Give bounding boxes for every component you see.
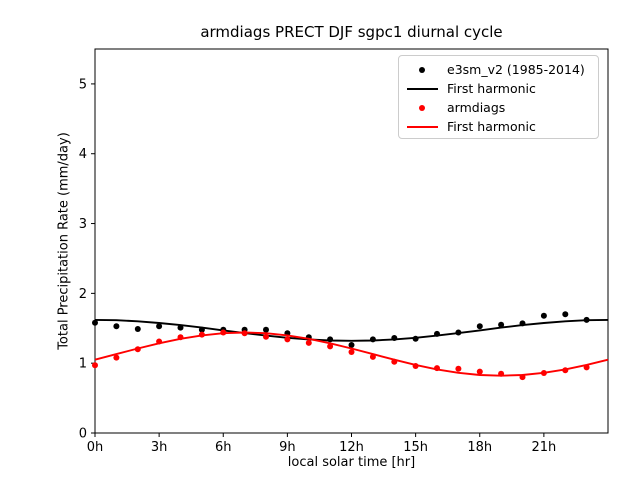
series-3-harmonic-line [94,331,609,377]
series-2-dot [263,333,269,340]
legend-label: e3sm_v2 (1985-2014) [447,62,585,77]
y-tick-label: 3 [79,217,87,232]
legend-label: armdiags [447,100,506,115]
series-2-dot [305,339,312,346]
legend-dot-marker [405,66,439,73]
series-0-dot [540,312,547,319]
series-2-dot [113,354,120,361]
series-2-dot [92,362,98,369]
series-0-dot [327,336,334,343]
legend-entry-1: First harmonic [405,79,598,98]
series-0-dot [113,323,120,330]
series-1-harmonic-line [94,318,609,342]
x-tick-label: 15h [403,440,428,455]
y-tick-label: 0 [79,427,87,442]
legend-entry-0: e3sm_v2 (1985-2014) [405,60,598,79]
legend-entry-3: First harmonic [405,117,598,136]
series-0-dot [498,321,505,328]
x-tick-label: 21h [531,440,556,455]
x-tick-label: 12h [339,440,364,455]
y-axis-label: Total Precipitation Rate (mm/day) [56,132,72,350]
dot-icon [419,104,425,111]
x-tick-label: 18h [467,440,492,455]
chart-title: armdiags PRECT DJF sgpc1 diurnal cycle [200,23,503,41]
legend-entry-2: armdiags [405,98,598,117]
legend-dot-marker [405,104,439,111]
legend-line-swatch [405,87,439,90]
series-0-dot [348,342,355,348]
x-tick-label: 3h [151,440,168,455]
series-0-dot [134,326,141,332]
series-2-dot [327,343,334,350]
x-tick-label: 0h [87,440,104,455]
legend-line-swatch [405,125,439,128]
legend-label: First harmonic [447,81,536,96]
series-2-dot [455,365,462,372]
series-0-dot [156,323,163,330]
legend: e3sm_v2 (1985-2014) First harmonic armdiag… [398,55,599,139]
series-0-dot [562,311,569,318]
dot-icon [419,66,425,73]
series-0-dot [92,319,98,326]
series-2-dot [348,349,355,355]
x-axis-label: local solar time [hr] [287,455,416,470]
series-0-dot [476,323,483,330]
series-0-dot [369,336,376,343]
series-2-dot [284,336,291,343]
series-0-dot [263,326,269,333]
y-tick-label: 4 [79,147,87,162]
y-tick-label: 5 [79,77,87,92]
x-tick-label: 6h [215,440,232,455]
series-2-dot [476,368,483,375]
line-icon [406,125,438,128]
y-tick-label: 1 [79,357,87,372]
x-tick-label: 9h [279,440,296,455]
line-icon [406,87,438,90]
legend-label: First harmonic [447,119,536,134]
y-tick-label: 2 [79,287,87,302]
